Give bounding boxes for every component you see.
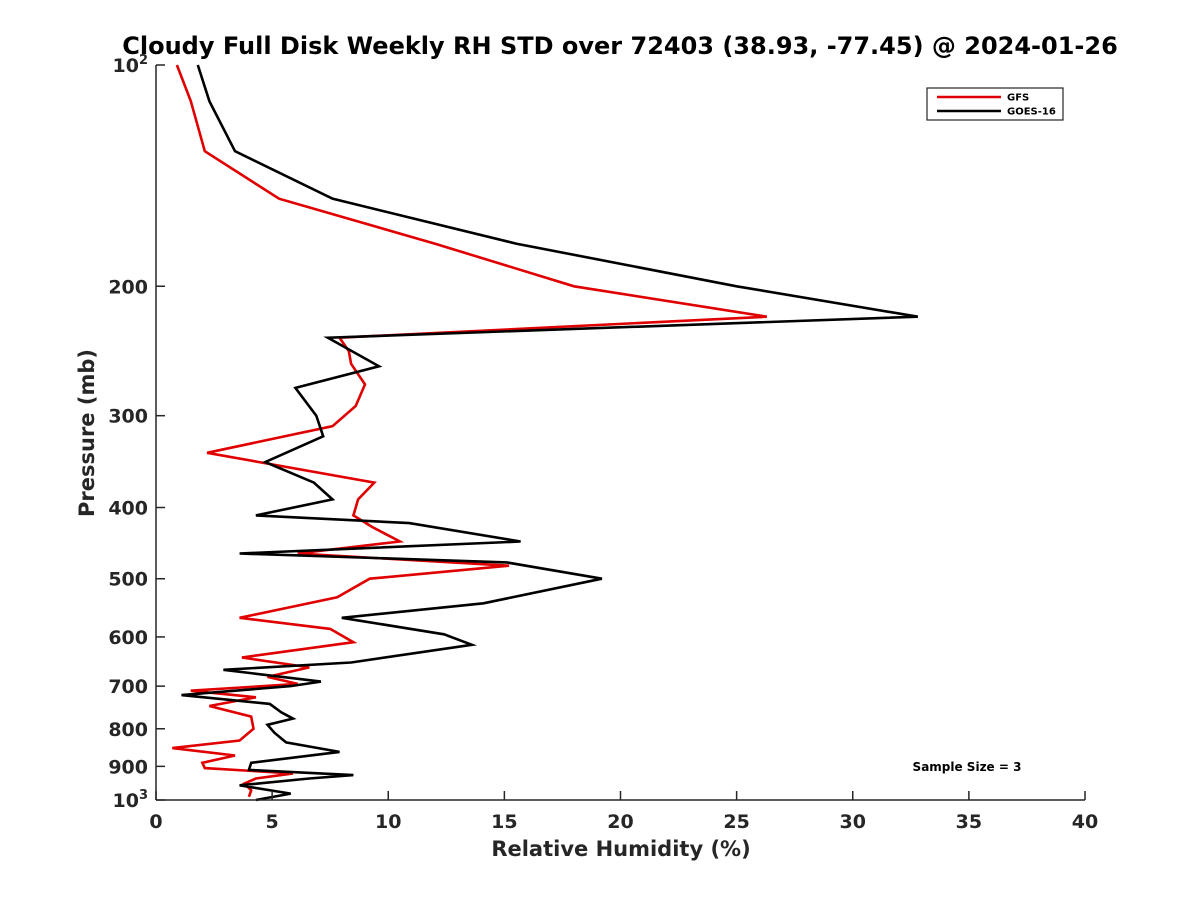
x-tick-label: 35 (956, 811, 982, 833)
x-tick-label: 40 (1072, 811, 1098, 833)
y-tick-label-base: 10 (113, 790, 139, 812)
y-tick-label-base: 200 (108, 276, 148, 298)
legend: GFS GOES-16 (926, 87, 1064, 121)
series-layer (172, 64, 919, 802)
x-tick-label: 5 (266, 811, 279, 833)
y-tick-label: 600 (108, 627, 148, 649)
y-tick-label-base: 10 (113, 55, 139, 77)
legend-label-goes-16: GOES-16 (1007, 107, 1056, 118)
chart-title: Cloudy Full Disk Weekly RH STD over 7240… (122, 32, 1118, 60)
y-tick-label: 800 (108, 719, 148, 741)
legend-label-gfs: GFS (1007, 93, 1029, 104)
x-tick-label: 30 (840, 811, 866, 833)
y-tick-label: 102 (113, 53, 149, 77)
x-axis-ticks: 0 5 10 15 20 25 30 35 40 (149, 791, 1098, 833)
series-line-goes-16 (181, 64, 919, 802)
legend-box (926, 87, 1064, 121)
y-tick-label-base: 600 (108, 627, 148, 649)
y-tick-label: 900 (108, 756, 148, 778)
y-tick-label: 200 (108, 276, 148, 298)
y-tick-label-base: 700 (108, 676, 148, 698)
sample-size-annotation: Sample Size = 3 (913, 760, 1022, 774)
x-axis-label: Relative Humidity (%) (491, 837, 750, 861)
x-tick-label: 20 (607, 811, 633, 833)
x-tick-label: 25 (723, 811, 749, 833)
y-tick-label-exponent: 2 (139, 53, 148, 68)
y-tick-label-base: 900 (108, 756, 148, 778)
y-tick-label: 500 (108, 569, 148, 591)
x-tick-label: 10 (375, 811, 401, 833)
y-tick-label: 300 (108, 406, 148, 428)
y-tick-label: 103 (113, 788, 149, 812)
y-tick-label-base: 800 (108, 719, 148, 741)
y-tick-label-base: 400 (108, 498, 148, 520)
y-tick-label-exponent: 3 (139, 788, 148, 803)
y-tick-label-base: 300 (108, 406, 148, 428)
x-tick-label: 0 (149, 811, 162, 833)
y-tick-label: 700 (108, 676, 148, 698)
series-line-gfs (172, 64, 768, 798)
x-tick-label: 15 (491, 811, 517, 833)
y-tick-label: 400 (108, 498, 148, 520)
y-tick-label-base: 500 (108, 569, 148, 591)
y-axis-label: Pressure (mb) (75, 349, 99, 517)
